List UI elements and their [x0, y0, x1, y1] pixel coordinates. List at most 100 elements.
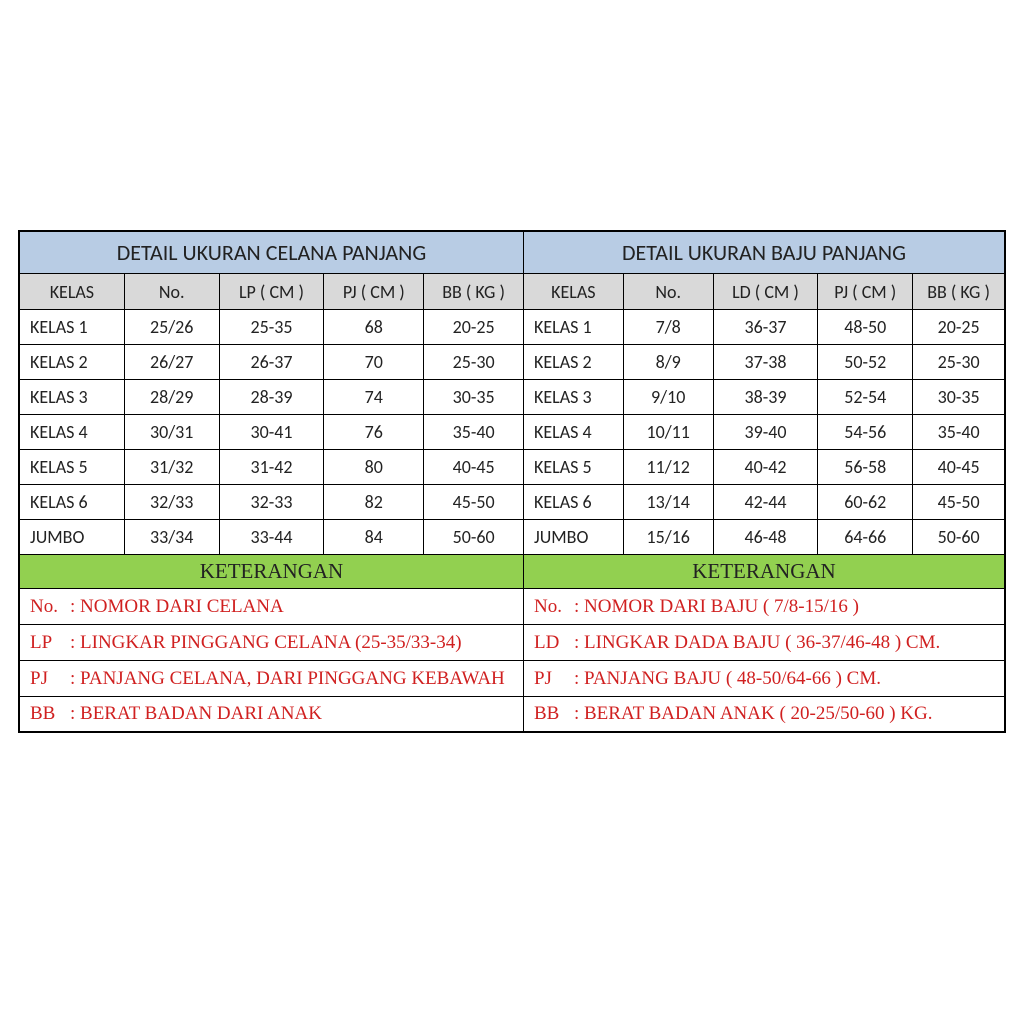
cell: 33/34 [125, 520, 220, 555]
cell: 52-54 [818, 380, 913, 415]
cell: 35-40 [424, 415, 524, 450]
cell: 42-44 [714, 485, 819, 520]
col-lp: LP ( CM ) [220, 274, 325, 310]
cell: 8/9 [624, 345, 714, 380]
cell: 84 [324, 520, 424, 555]
cell: 25/26 [125, 310, 220, 345]
cell: 28/29 [125, 380, 220, 415]
keterangan-left: KETERANGAN [20, 555, 524, 589]
legend-rows: No.: NOMOR DARI CELANANo.: NOMOR DARI BA… [20, 589, 1006, 733]
cell: 36-37 [714, 310, 819, 345]
cell: 33-44 [220, 520, 325, 555]
legend-left: BB: BERAT BADAN DARI ANAK [20, 697, 524, 733]
cell: KELAS 2 [524, 345, 624, 380]
cell: 32/33 [125, 485, 220, 520]
legend-right: No.: NOMOR DARI BAJU ( 7/8-15/16 ) [524, 589, 1006, 625]
cell: 37-38 [714, 345, 819, 380]
table-row: KELAS 328/2928-397430-35KELAS 39/1038-39… [20, 380, 1006, 415]
size-chart-sheet: DETAIL UKURAN CELANA PANJANG DETAIL UKUR… [18, 230, 1006, 733]
legend-row: LP: LINGKAR PINGGANG CELANA (25-35/33-34… [20, 625, 1006, 661]
cell: 32-33 [220, 485, 325, 520]
cell: KELAS 4 [20, 415, 125, 450]
legend-right: PJ: PANJANG BAJU ( 48-50/64-66 ) CM. [524, 661, 1006, 697]
cell: 54-56 [818, 415, 913, 450]
cell: 50-60 [424, 520, 524, 555]
keterangan-row: KETERANGAN KETERANGAN [20, 555, 1006, 589]
table-row: KELAS 226/2726-377025-30KELAS 28/937-385… [20, 345, 1006, 380]
cell: 31-42 [220, 450, 325, 485]
cell: 76 [324, 415, 424, 450]
cell: 26-37 [220, 345, 325, 380]
legend-right: LD: LINGKAR DADA BAJU ( 36-37/46-48 ) CM… [524, 625, 1006, 661]
col-kelas-left: KELAS [20, 274, 125, 310]
cell: 31/32 [125, 450, 220, 485]
cell: 70 [324, 345, 424, 380]
table-row: KELAS 531/3231-428040-45KELAS 511/1240-4… [20, 450, 1006, 485]
right-title: DETAIL UKURAN BAJU PANJANG [524, 232, 1006, 274]
title-row: DETAIL UKURAN CELANA PANJANG DETAIL UKUR… [20, 232, 1006, 274]
cell: 50-52 [818, 345, 913, 380]
col-ld: LD ( CM ) [714, 274, 819, 310]
cell: 38-39 [714, 380, 819, 415]
cell: 80 [324, 450, 424, 485]
col-pj-left: PJ ( CM ) [324, 274, 424, 310]
cell: 30-35 [913, 380, 1006, 415]
cell: 30/31 [125, 415, 220, 450]
cell: 28-39 [220, 380, 325, 415]
cell: JUMBO [524, 520, 624, 555]
column-header-row: KELAS No. LP ( CM ) PJ ( CM ) BB ( KG ) … [20, 274, 1006, 310]
cell: 40-45 [424, 450, 524, 485]
cell: 45-50 [913, 485, 1006, 520]
cell: KELAS 2 [20, 345, 125, 380]
cell: 13/14 [624, 485, 714, 520]
cell: 15/16 [624, 520, 714, 555]
cell: KELAS 3 [20, 380, 125, 415]
col-no-left: No. [125, 274, 220, 310]
cell: 74 [324, 380, 424, 415]
table-row: KELAS 430/3130-417635-40KELAS 410/1139-4… [20, 415, 1006, 450]
legend-row: PJ: PANJANG CELANA, DARI PINGGANG KEBAWA… [20, 661, 1006, 697]
legend-right: BB: BERAT BADAN ANAK ( 20-25/50-60 ) KG. [524, 697, 1006, 733]
table-row: KELAS 125/2625-356820-25KELAS 17/836-374… [20, 310, 1006, 345]
table-row: JUMBO33/3433-448450-60JUMBO15/1646-4864-… [20, 520, 1006, 555]
cell: 56-58 [818, 450, 913, 485]
cell: 11/12 [624, 450, 714, 485]
cell: 7/8 [624, 310, 714, 345]
table-row: KELAS 632/3332-338245-50KELAS 613/1442-4… [20, 485, 1006, 520]
legend-row: BB: BERAT BADAN DARI ANAKBB: BERAT BADAN… [20, 697, 1006, 733]
cell: 45-50 [424, 485, 524, 520]
cell: KELAS 1 [20, 310, 125, 345]
cell: 26/27 [125, 345, 220, 380]
cell: 20-25 [424, 310, 524, 345]
legend-row: No.: NOMOR DARI CELANANo.: NOMOR DARI BA… [20, 589, 1006, 625]
legend-left: LP: LINGKAR PINGGANG CELANA (25-35/33-34… [20, 625, 524, 661]
cell: 46-48 [714, 520, 819, 555]
cell: KELAS 3 [524, 380, 624, 415]
cell: 9/10 [624, 380, 714, 415]
cell: KELAS 4 [524, 415, 624, 450]
cell: 10/11 [624, 415, 714, 450]
cell: KELAS 6 [524, 485, 624, 520]
cell: 35-40 [913, 415, 1006, 450]
cell: KELAS 5 [524, 450, 624, 485]
cell: 48-50 [818, 310, 913, 345]
keterangan-right: KETERANGAN [524, 555, 1006, 589]
cell: 40-42 [714, 450, 819, 485]
cell: KELAS 6 [20, 485, 125, 520]
col-bb-right: BB ( KG ) [913, 274, 1006, 310]
cell: 25-35 [220, 310, 325, 345]
cell: 30-35 [424, 380, 524, 415]
cell: 50-60 [913, 520, 1006, 555]
legend-left: No.: NOMOR DARI CELANA [20, 589, 524, 625]
cell: 40-45 [913, 450, 1006, 485]
cell: 39-40 [714, 415, 819, 450]
col-bb-left: BB ( KG ) [424, 274, 524, 310]
cell: 82 [324, 485, 424, 520]
cell: 25-30 [424, 345, 524, 380]
cell: KELAS 1 [524, 310, 624, 345]
col-pj-right: PJ ( CM ) [818, 274, 913, 310]
cell: 20-25 [913, 310, 1006, 345]
cell: 25-30 [913, 345, 1006, 380]
cell: 64-66 [818, 520, 913, 555]
data-rows: KELAS 125/2625-356820-25KELAS 17/836-374… [20, 310, 1006, 555]
